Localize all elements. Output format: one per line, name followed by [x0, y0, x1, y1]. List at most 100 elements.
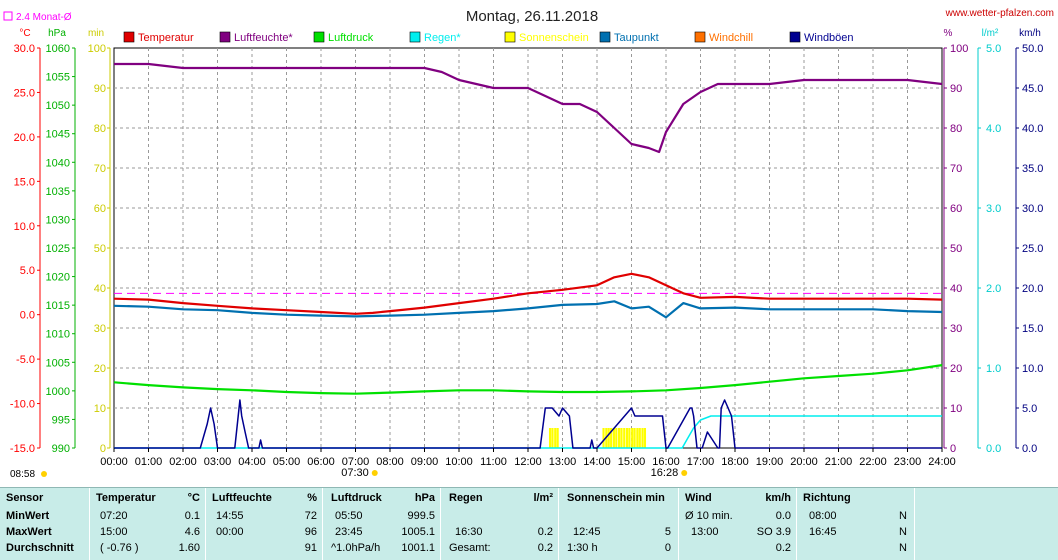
axis-tick-label-pressure: 1025 — [46, 243, 70, 255]
axis-tick-label-minutes: 10 — [94, 403, 106, 415]
sun-marker-icon — [41, 471, 47, 477]
legend-label: Temperatur — [138, 32, 194, 44]
monthly-avg-icon — [3, 11, 13, 21]
stats-empty — [914, 488, 1058, 560]
axis-tick-label-rain: 2.0 — [986, 283, 1001, 295]
axis-tick-label-pressure: 990 — [52, 443, 70, 455]
axis-tick-label-pressure: 1000 — [46, 386, 70, 398]
sunshine-bar — [631, 428, 634, 448]
x-tick-label: 08:00 — [376, 456, 404, 468]
sunshine-bar — [615, 428, 618, 448]
axis-tick-label-wind: 40.0 — [1022, 123, 1043, 135]
axis-tick-label-humidity: 90 — [950, 83, 962, 95]
stats-row-avg: Durchschnitt — [6, 542, 74, 554]
stats-press-min-value: 999.5 — [407, 510, 435, 522]
axis-tick-label-humidity: 60 — [950, 203, 962, 215]
monthly-avg-label: 2.4 Monat-Ø — [16, 12, 72, 23]
stats-sun-header: Sonnenschein min — [567, 492, 665, 504]
x-tick-label: 10:00 — [445, 456, 473, 468]
stats-press-trend: ^1.0hPa/h — [331, 542, 381, 554]
legend-swatch — [789, 31, 801, 43]
stats-wind-header: Wind — [685, 492, 712, 504]
series-line-windböen — [114, 399, 942, 449]
axis-tick-label-pressure: 1010 — [46, 329, 70, 341]
stats-press-max-time: 23:45 — [335, 526, 363, 538]
axis-tick-label-humidity: 50 — [950, 243, 962, 255]
marker-label: 07:30 — [341, 467, 369, 479]
axis-tick-label-rain: 0.0 — [986, 443, 1001, 455]
legend-label: Sonnenschein — [519, 32, 589, 44]
stats-wind-avg-value: 0.0 — [775, 510, 791, 522]
sunshine-bar — [551, 428, 554, 448]
stats-dir-time2: 16:45 — [809, 526, 837, 538]
axis-unit-pressure: hPa — [48, 28, 66, 39]
stats-hum-unit: % — [307, 492, 317, 504]
legend-swatch — [599, 31, 611, 43]
x-tick-label: 02:00 — [169, 456, 197, 468]
source-link[interactable]: www.wetter-pfalzen.com — [945, 8, 1054, 19]
x-tick-label: 21:00 — [825, 456, 853, 468]
axis-tick-label-humidity: 30 — [950, 323, 962, 335]
x-tick-label: 06:00 — [307, 456, 335, 468]
stats-rain-max-time: 16:30 — [455, 526, 483, 538]
axis-tick-label-minutes: 100 — [88, 43, 106, 55]
stats-hum-max-time: 00:00 — [216, 526, 244, 538]
x-tick-label: 23:00 — [894, 456, 922, 468]
legend-label: Windchill — [709, 32, 753, 44]
axis-tick-label-pressure: 1015 — [46, 300, 70, 312]
axis-tick-label-minutes: 70 — [94, 163, 106, 175]
stats-pressure: Luftdruck hPa 05:50 999.5 23:45 1005.1 ^… — [322, 488, 441, 560]
axis-tick-label-pressure: 1030 — [46, 214, 70, 226]
axis-tick-label-rain: 4.0 — [986, 123, 1001, 135]
axis-tick-label-minutes: 50 — [94, 243, 106, 255]
stats-rain-total-value: 0.2 — [537, 542, 553, 554]
stats-hum-min-time: 14:55 — [216, 510, 244, 522]
stats-rain-header: Regen — [449, 492, 483, 504]
legend-swatch — [409, 31, 421, 43]
stats-dir-value1: N — [899, 510, 907, 522]
chart-title: Montag, 26.11.2018 — [466, 8, 598, 25]
stats-wind-unit: km/h — [765, 492, 791, 504]
stats-rain-unit: l/m² — [533, 492, 553, 504]
axis-tick-label-wind: 15.0 — [1022, 323, 1043, 335]
stats-temp-avg-note: ( -0.76 ) — [100, 542, 139, 554]
stats-sun-total: 1:30 h — [567, 542, 598, 554]
stats-temp-min-time: 07:20 — [100, 510, 128, 522]
axis-tick-label-pressure: 1005 — [46, 357, 70, 369]
axis-unit-temp: °C — [19, 28, 30, 39]
axis-tick-label-temp: 20.0 — [14, 132, 35, 144]
legend-label: Regen* — [424, 32, 461, 44]
stats-sun-max-value: 5 — [664, 526, 671, 538]
axis-tick-label-wind: 0.0 — [1022, 443, 1037, 455]
x-tick-label: 04:00 — [238, 456, 266, 468]
stats-press-min-time: 05:50 — [335, 510, 363, 522]
sunshine-bar — [643, 428, 647, 448]
axis-tick-label-humidity: 0 — [950, 443, 956, 455]
stats-temp-min-value: 0.1 — [184, 510, 200, 522]
series-line-taupunkt — [113, 300, 943, 319]
x-tick-label: 11:00 — [480, 456, 507, 468]
stats-rain-total-label: Gesamt: — [449, 542, 491, 554]
axis-tick-label-temp: -10.0 — [10, 399, 35, 411]
x-tick-label: 24:00 — [928, 456, 956, 468]
axis-unit-rain: l/m² — [982, 28, 999, 39]
x-tick-label: 09:00 — [411, 456, 439, 468]
series-line-luftfeuchte — [114, 62, 943, 154]
stats-press-unit: hPa — [414, 492, 435, 504]
sunshine-bar — [633, 428, 636, 448]
stats-dir-time1: 08:00 — [809, 510, 837, 522]
legend-swatch — [219, 31, 231, 43]
stats-dir-header: Richtung — [803, 492, 851, 504]
axis-tick-label-pressure: 1045 — [46, 129, 70, 141]
legend-label: Windböen — [804, 32, 854, 44]
marker-label: 16:28 — [651, 467, 679, 479]
stats-temp-avg-value: 1.60 — [178, 542, 200, 554]
axis-unit-minutes: min — [88, 28, 104, 39]
axis-tick-label-pressure: 1040 — [46, 157, 70, 169]
x-tick-label: 20:00 — [790, 456, 818, 468]
series-line-regen — [114, 415, 942, 449]
axis-tick-label-wind: 25.0 — [1022, 243, 1043, 255]
legend-swatch — [313, 31, 325, 43]
axis-tick-label-temp: 30.0 — [14, 43, 35, 55]
axis-tick-label-wind: 30.0 — [1022, 203, 1043, 215]
